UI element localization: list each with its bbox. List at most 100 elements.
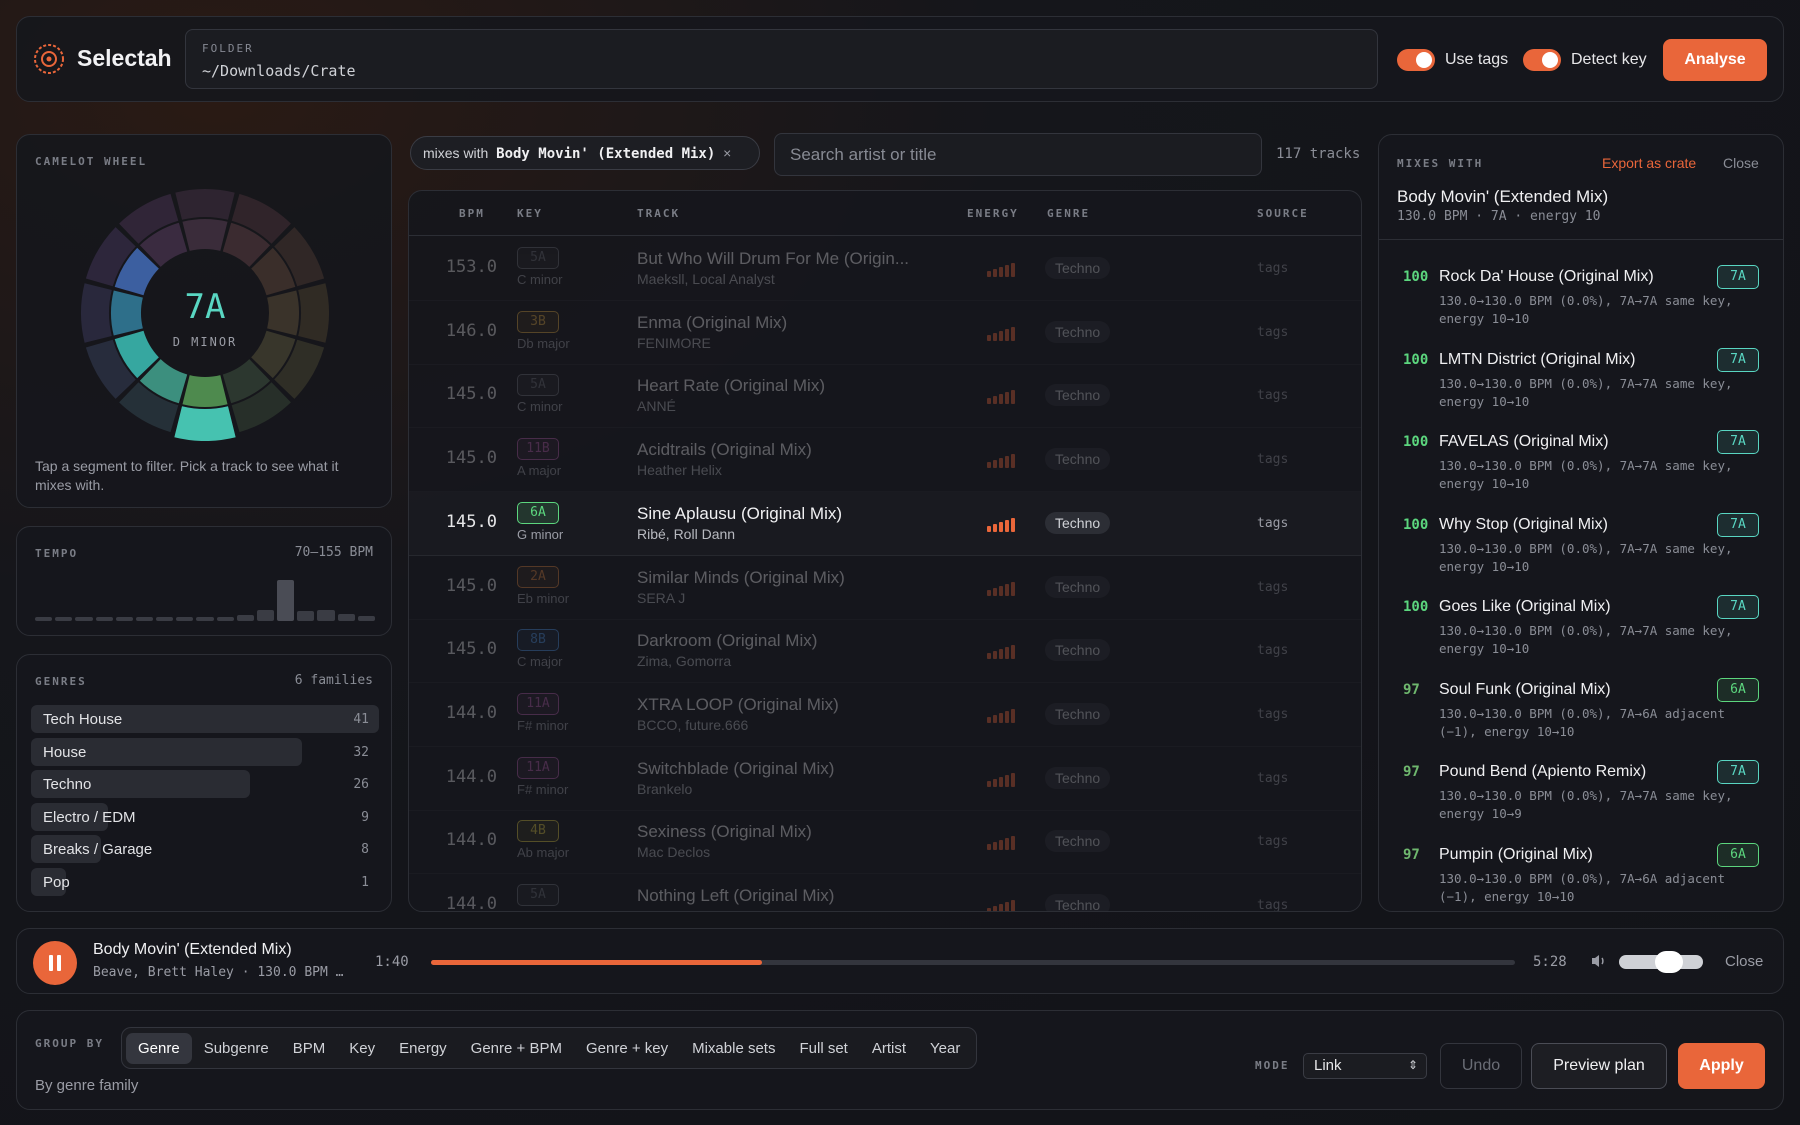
undo-button[interactable]: Undo: [1440, 1043, 1522, 1089]
search-input[interactable]: [774, 133, 1262, 176]
folder-path[interactable]: ~/Downloads/Crate: [202, 62, 356, 80]
chip-close-icon[interactable]: ×: [723, 145, 732, 161]
tempo-bar[interactable]: [115, 617, 133, 621]
tempo-histogram[interactable]: [35, 571, 375, 621]
wheel-segment-inner[interactable]: [114, 330, 159, 379]
genre-row[interactable]: Techno 26: [31, 770, 379, 798]
tempo-bar[interactable]: [277, 580, 295, 621]
tempo-bar[interactable]: [176, 617, 194, 621]
mix-title[interactable]: FAVELAS (Original Mix): [1439, 433, 1609, 450]
genre-row[interactable]: Pop 1: [31, 867, 379, 896]
mix-title[interactable]: LMTN District (Original Mix): [1439, 350, 1636, 368]
pause-button[interactable]: [33, 941, 77, 985]
track-title[interactable]: XTRA LOOP (Original Mix): [637, 694, 839, 714]
group-tab[interactable]: Genre: [126, 1032, 192, 1064]
table-row[interactable]: 145.0 11B A major Acidtrails (Original Mix)…: [409, 428, 1361, 493]
mix-item[interactable]: 97 Soul Funk (Original Mix) 130.0→130.0 BP…: [1379, 676, 1783, 758]
tempo-bar[interactable]: [196, 617, 214, 621]
mix-item[interactable]: 97 Pound Bend (Apiento Remix) 130.0→130.0 …: [1379, 758, 1783, 840]
apply-button[interactable]: Apply: [1678, 1043, 1765, 1089]
tempo-bar[interactable]: [55, 617, 73, 621]
wheel-segment-inner[interactable]: [114, 247, 159, 296]
tempo-bar[interactable]: [337, 614, 355, 621]
detect-key-toggle[interactable]: [1523, 49, 1561, 71]
wheel-segment-outer[interactable]: [274, 339, 325, 399]
group-tab[interactable]: Key: [349, 1039, 376, 1057]
tempo-bar[interactable]: [135, 617, 154, 621]
genre-row[interactable]: Breaks / Garage 8: [31, 835, 379, 863]
mix-item[interactable]: 100 Goes Like (Original Mix) 130.0→130.0 B…: [1379, 593, 1783, 675]
table-row[interactable]: 153.0 5A C minor But Who Will Drum For Me (…: [409, 237, 1361, 301]
wheel-segment-inner[interactable]: [267, 290, 299, 336]
wheel-segment-outer[interactable]: [175, 189, 235, 220]
group-tab[interactable]: Full set: [799, 1039, 848, 1057]
tempo-bar[interactable]: [95, 617, 113, 621]
mix-title[interactable]: Why Stop (Original Mix): [1439, 515, 1608, 533]
tempo-bar[interactable]: [35, 617, 53, 621]
wheel-segment-inner[interactable]: [251, 330, 296, 379]
export-crate-button[interactable]: Export as crate: [1602, 155, 1697, 171]
track-title[interactable]: Switchblade (Original Mix): [637, 758, 835, 778]
key-header[interactable]: KEY: [517, 207, 543, 220]
wheel-segment-outer[interactable]: [274, 227, 325, 287]
mix-item[interactable]: 100 Rock Da' House (Original Mix) 130.0→13…: [1379, 263, 1783, 345]
wheel-segment-outer[interactable]: [119, 382, 179, 433]
group-tab[interactable]: Year: [930, 1039, 961, 1057]
group-tab[interactable]: Mixable sets: [692, 1039, 776, 1057]
tempo-bar[interactable]: [317, 610, 335, 621]
track-title[interactable]: But Who Will Drum For Me (Origin...: [637, 249, 910, 268]
group-tab[interactable]: Artist: [871, 1039, 907, 1057]
wheel-segment-outer[interactable]: [81, 283, 112, 343]
tempo-bar[interactable]: [357, 616, 375, 621]
wheel-segment-inner[interactable]: [251, 247, 296, 296]
tempo-bar[interactable]: [75, 617, 93, 621]
mix-title[interactable]: Pound Bend (Apiento Remix): [1439, 763, 1647, 780]
analyse-button[interactable]: Analyse: [1663, 39, 1767, 81]
mix-item[interactable]: 100 FAVELAS (Original Mix) 130.0→130.0 BPM…: [1379, 428, 1783, 510]
track-title[interactable]: Sine Aplausu (Original Mix): [637, 503, 843, 523]
table-row[interactable]: 145.0 8B C major Darkroom (Original Mix) Zim…: [409, 619, 1361, 684]
mixes-close-button[interactable]: Close: [1723, 155, 1759, 171]
mixes-with-filter-chip[interactable]: mixes with Body Movin' (Extended Mix) ×: [410, 136, 760, 170]
wheel-segment-outer[interactable]: [119, 193, 179, 244]
mix-title[interactable]: Soul Funk (Original Mix): [1439, 680, 1611, 698]
wheel-segment-inner[interactable]: [222, 359, 271, 404]
track-title[interactable]: Darkroom (Original Mix): [637, 631, 818, 651]
track-title[interactable]: Nothing Left (Original Mix): [637, 886, 835, 905]
mix-item[interactable]: 100 LMTN District (Original Mix) 130.0→130…: [1379, 346, 1783, 428]
table-row[interactable]: 145.0 2A Eb minor Similar Minds (Original M…: [409, 556, 1361, 620]
table-row[interactable]: 145.0 6A G minor Sine Aplausu (Original Mix…: [409, 492, 1361, 556]
source-header[interactable]: SOURCE: [1257, 207, 1309, 220]
mix-title[interactable]: Rock Da' House (Original Mix): [1439, 268, 1654, 285]
track-title[interactable]: Sexiness (Original Mix): [637, 822, 812, 842]
seek-bar[interactable]: [431, 960, 1515, 965]
genre-row[interactable]: House 32: [31, 737, 379, 766]
wheel-segment-outer[interactable]: [85, 227, 136, 287]
wheel-segment-inner[interactable]: [182, 219, 228, 251]
folder-field[interactable]: FOLDER ~/Downloads/Crate: [185, 29, 1378, 89]
preview-plan-button[interactable]: Preview plan: [1531, 1043, 1667, 1089]
group-tab[interactable]: Genre + key: [585, 1039, 669, 1057]
table-row[interactable]: 144.0 11A F# minor Switchblade (Original Mi…: [409, 747, 1361, 811]
group-tab[interactable]: Energy: [399, 1039, 447, 1057]
track-header[interactable]: TRACK: [637, 207, 681, 220]
track-title[interactable]: Acidtrails (Original Mix): [637, 440, 812, 460]
genre-row[interactable]: Tech House 41: [31, 705, 379, 733]
volume-slider[interactable]: [1619, 951, 1703, 973]
mode-select[interactable]: Link: [1303, 1053, 1427, 1079]
mix-item[interactable]: 100 Why Stop (Original Mix) 130.0→130.0 BP…: [1379, 511, 1783, 593]
table-row[interactable]: 144.0 11A F# minor XTRA LOOP (Original Mix)…: [409, 683, 1361, 747]
mix-item[interactable]: 97 Pumpin (Original Mix) 130.0→130.0 BPM (…: [1379, 841, 1783, 912]
group-tab[interactable]: Subgenre: [203, 1039, 269, 1057]
group-tab[interactable]: Genre + BPM: [470, 1039, 562, 1057]
wheel-segment-inner[interactable]: [111, 290, 143, 336]
tempo-bar[interactable]: [236, 615, 254, 621]
table-row[interactable]: 144.0 5A C minor Nothing Left (Original Mix…: [409, 874, 1361, 911]
tempo-bar[interactable]: [256, 610, 275, 621]
volume-knob[interactable]: [1655, 951, 1684, 973]
camelot-wheel[interactable]: [77, 185, 333, 441]
player-close-button[interactable]: Close: [1725, 953, 1764, 970]
bpm-header[interactable]: BPM: [459, 207, 485, 220]
wheel-segment-inner[interactable]: [222, 222, 271, 267]
table-row[interactable]: 145.0 5A C minor Heart Rate (Original Mix) A…: [409, 364, 1361, 429]
